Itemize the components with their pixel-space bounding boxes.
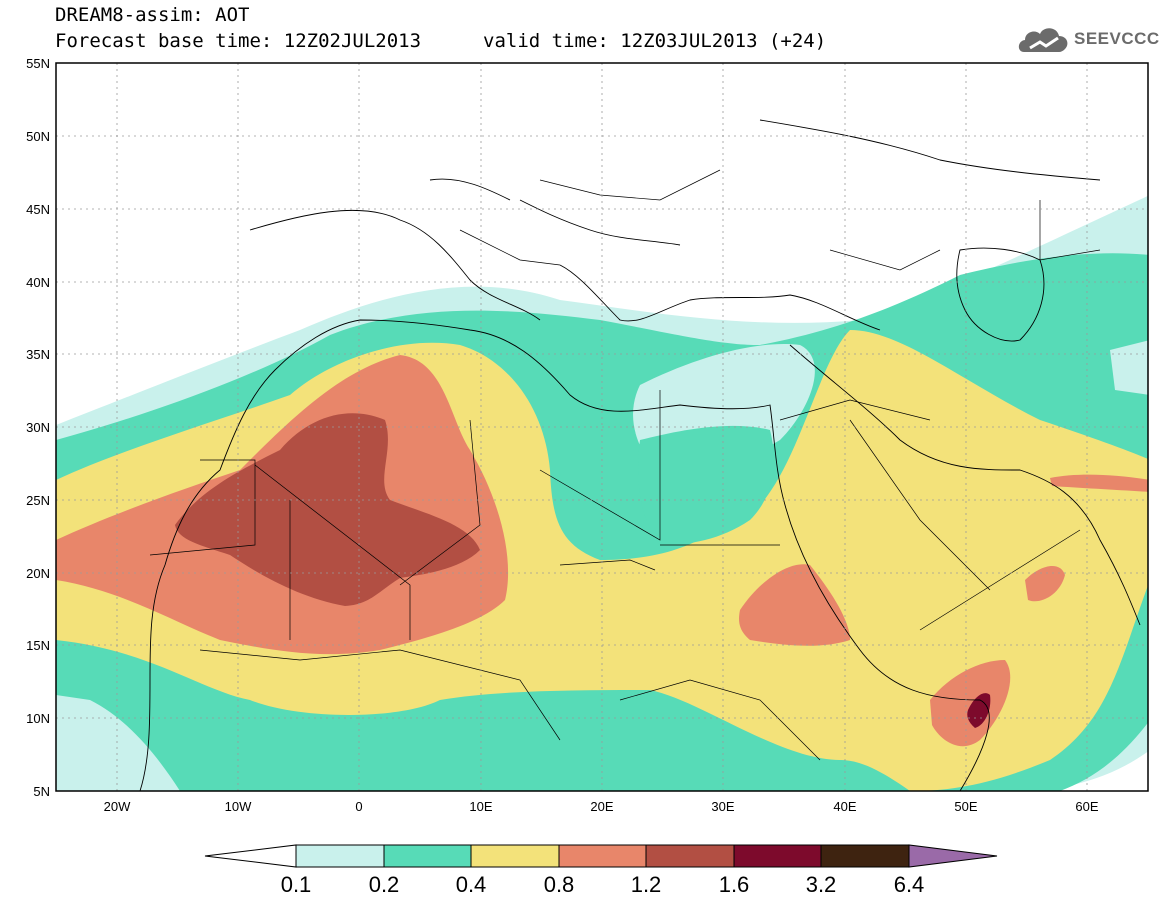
colorbar-label: 1.2 [631, 872, 662, 897]
aot-band-0.2-egypt [638, 425, 774, 545]
aot-band-0.8-sudan [739, 564, 850, 646]
lat-ticks: 55N 50N 45N 40N 35N 30N 25N 20N 15N 10N … [26, 56, 50, 799]
colorbar-swatch [645, 844, 735, 868]
colorbar-swatch [295, 844, 385, 868]
aot-band-1.2 [175, 413, 480, 606]
coastlines [139, 119, 1141, 791]
lat-tick-label: 25N [26, 493, 50, 508]
aot-band-0.8-somalia [930, 660, 1011, 747]
lat-tick-label: 45N [26, 202, 50, 217]
colorbar-swatch [733, 844, 822, 868]
lat-tick-label: 50N [26, 129, 50, 144]
lat-tick-label: 30N [26, 420, 50, 435]
lat-tick-label: 35N [26, 347, 50, 362]
colorbar-label: 0.2 [369, 872, 400, 897]
colorbar-label: 0.1 [281, 872, 312, 897]
aot-fields [56, 195, 1148, 791]
colorbar-over-triangle [908, 844, 998, 868]
colorbar: 0.1 0.2 0.4 0.8 1.2 1.6 3.2 6.4 [204, 844, 998, 897]
lat-tick-label: 55N [26, 56, 50, 71]
lon-tick-label: 60E [1075, 799, 1098, 814]
logo-text: SEEVCCC [1074, 29, 1160, 48]
lon-tick-label: 50E [954, 799, 977, 814]
colorbar-swatch [470, 844, 560, 868]
lat-tick-label: 15N [26, 638, 50, 653]
valid-time: valid time: 12Z03JUL2013 (+24) [483, 30, 827, 52]
lon-tick-label: 20W [104, 799, 131, 814]
colorbar-label: 1.6 [719, 872, 750, 897]
lon-tick-label: 0 [355, 799, 362, 814]
seevccc-logo: SEEVCCC [1016, 22, 1160, 56]
lat-tick-label: 5N [33, 784, 50, 799]
lon-tick-label: 10W [225, 799, 252, 814]
lon-tick-label: 30E [711, 799, 734, 814]
borders [149, 169, 1101, 761]
lat-tick-label: 20N [26, 566, 50, 581]
lon-tick-label: 10E [469, 799, 492, 814]
colorbar-label: 3.2 [806, 872, 837, 897]
forecast-base-time: Forecast base time: 12Z02JUL2013 [55, 30, 422, 52]
aot-band-0.8-gulf [1050, 474, 1148, 492]
lon-ticks: 20W 10W 0 10E 20E 30E 40E 50E 60E [104, 799, 1099, 814]
colorbar-label: 0.4 [456, 872, 487, 897]
colorbar-swatch [820, 844, 910, 868]
lat-tick-label: 10N [26, 711, 50, 726]
aot-band-0.8-oman [1025, 565, 1065, 602]
aot-band-1.6 [967, 693, 991, 728]
colorbar-swatch [383, 844, 472, 868]
lon-tick-label: 40E [833, 799, 856, 814]
colorbar-under-triangle [204, 844, 297, 868]
colorbar-label: 6.4 [894, 872, 925, 897]
map-title: DREAM8-assim: AOT [55, 4, 250, 26]
colorbar-swatch [558, 844, 647, 868]
cloud-icon [1018, 28, 1068, 52]
plot-frame [55, 62, 1149, 792]
lat-tick-label: 40N [26, 275, 50, 290]
colorbar-label: 0.8 [544, 872, 575, 897]
lon-tick-label: 20E [590, 799, 613, 814]
grid-lines [56, 63, 1148, 791]
